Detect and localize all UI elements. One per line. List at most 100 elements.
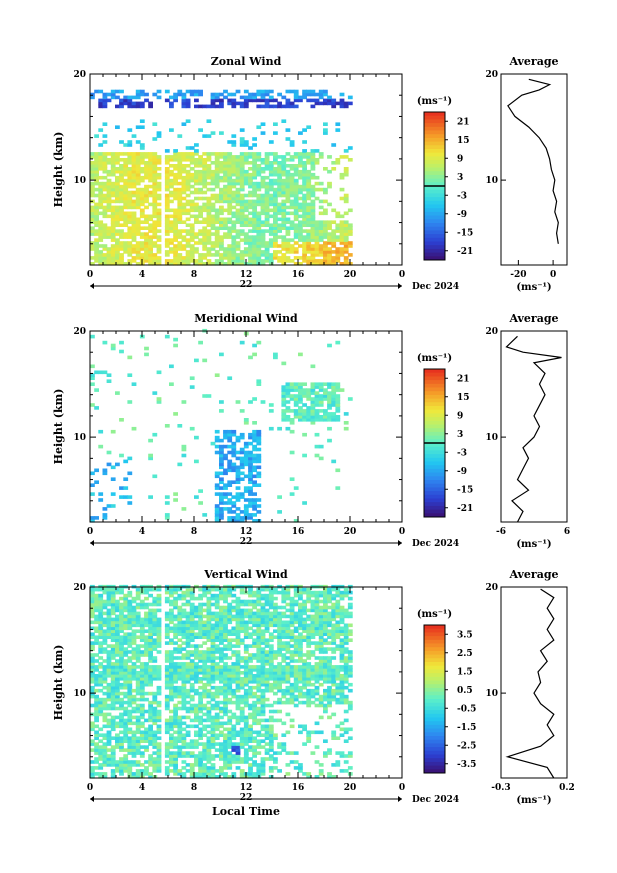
heatmap-cell	[248, 736, 253, 740]
heatmap-cell	[119, 656, 124, 660]
heatmap-cell	[110, 668, 116, 672]
heatmap-cell	[173, 235, 178, 239]
heatmap-cell	[302, 175, 307, 180]
heatmap-cell	[181, 656, 187, 660]
heatmap-cell	[198, 181, 203, 186]
heatmap-cell	[268, 587, 274, 592]
heatmap-cell	[268, 214, 274, 219]
heatmap-cell	[231, 510, 237, 514]
heatmap-cell	[90, 662, 95, 666]
heatmap-cell	[214, 677, 220, 681]
heatmap-cell	[102, 164, 108, 168]
heatmap-cell	[273, 352, 278, 357]
heatmap-cell	[148, 659, 153, 663]
heatmap-cell	[289, 172, 295, 177]
heatmap-cell	[206, 623, 212, 628]
heatmap-cell	[268, 196, 274, 201]
heatmap-cell	[106, 587, 112, 592]
heatmap-cell	[106, 593, 112, 598]
heatmap-cell	[298, 229, 303, 233]
heatmap-cell	[323, 226, 328, 230]
heatmap-cell	[202, 703, 208, 708]
heatmap-cell	[310, 385, 316, 389]
heatmap-cell	[335, 406, 341, 410]
heatmap-cell	[98, 677, 104, 681]
heatmap-cell	[156, 644, 162, 648]
heatmap-cell	[177, 241, 183, 245]
heatmap-cell	[119, 211, 124, 216]
heatmap-cell	[148, 250, 153, 254]
heatmap-cell	[110, 638, 116, 642]
heatmap-cell	[115, 760, 120, 764]
heatmap-cell	[302, 223, 307, 227]
heatmap-cell	[219, 647, 224, 651]
heatmap-cell	[135, 596, 141, 601]
heatmap-cell	[273, 614, 278, 619]
heatmap-cell	[289, 175, 295, 180]
heatmap-cell	[231, 745, 237, 749]
heatmap-cell	[119, 617, 124, 622]
heatmap-cell	[94, 208, 99, 213]
heatmap-cell	[115, 668, 120, 672]
heatmap-cell	[281, 394, 287, 398]
heatmap-cell	[281, 181, 287, 186]
heatmap-cell	[202, 757, 208, 761]
heatmap-cell	[148, 754, 153, 758]
heatmap-cell	[181, 632, 187, 636]
heatmap-cell	[231, 742, 237, 746]
heatmap-cell	[156, 685, 162, 690]
heatmap-cell	[115, 763, 120, 767]
heatmap-cell	[231, 727, 237, 732]
heatmap-cell	[268, 403, 274, 407]
heatmap-cell	[131, 620, 137, 625]
heatmap-cell	[256, 626, 262, 631]
heatmap-cell	[181, 104, 187, 109]
heatmap-cell	[264, 718, 270, 723]
heatmap-cell	[119, 691, 124, 696]
heatmap-cell	[202, 175, 208, 180]
heatmap-cell	[227, 745, 233, 749]
heatmap-cell	[119, 712, 124, 717]
heatmap-cell	[139, 241, 145, 245]
heatmap-cell	[214, 193, 220, 198]
colorbar-segment	[424, 112, 445, 117]
heatmap-cell	[202, 164, 208, 168]
heatmap-cell	[106, 706, 112, 711]
heatmap-cell	[298, 418, 303, 422]
heatmap-cell	[198, 733, 203, 737]
heatmap-cell	[202, 724, 208, 729]
heatmap-cell	[248, 432, 253, 437]
heatmap-cell	[106, 202, 112, 207]
heatmap-cell	[214, 519, 220, 523]
heatmap-cell	[152, 763, 158, 767]
heatmap-cell	[119, 638, 124, 642]
heatmap-cell	[256, 379, 262, 383]
colorbar-segment	[424, 252, 445, 257]
heatmap-cell	[252, 507, 257, 511]
heatmap-cell	[227, 516, 233, 520]
heatmap-cell	[256, 438, 262, 443]
heatmap-cell	[173, 220, 178, 224]
heatmap-cell	[198, 617, 203, 622]
heatmap-cell	[264, 253, 270, 257]
heatmap-cell	[223, 253, 228, 257]
heatmap-cell	[214, 262, 220, 266]
heatmap-cell	[139, 736, 145, 740]
heatmap-cell	[102, 718, 108, 723]
heatmap-cell	[173, 229, 178, 233]
heatmap-cell	[119, 247, 124, 251]
heatmap-cell	[223, 682, 228, 687]
heatmap-cell	[110, 193, 116, 198]
heatmap-cell	[131, 193, 137, 198]
heatmap-cell	[310, 235, 316, 239]
heatmap-cell	[281, 674, 287, 678]
heatmap-cell	[119, 677, 124, 681]
heatmap-cell	[156, 632, 162, 636]
heatmap-cell	[102, 152, 108, 156]
heatmap-cell	[115, 190, 120, 195]
heatmap-cell	[281, 172, 287, 177]
heatmap-cell	[102, 736, 108, 740]
heatmap-cell	[219, 262, 224, 266]
heatmap-cell	[227, 161, 233, 165]
heatmap-cell	[135, 772, 141, 776]
